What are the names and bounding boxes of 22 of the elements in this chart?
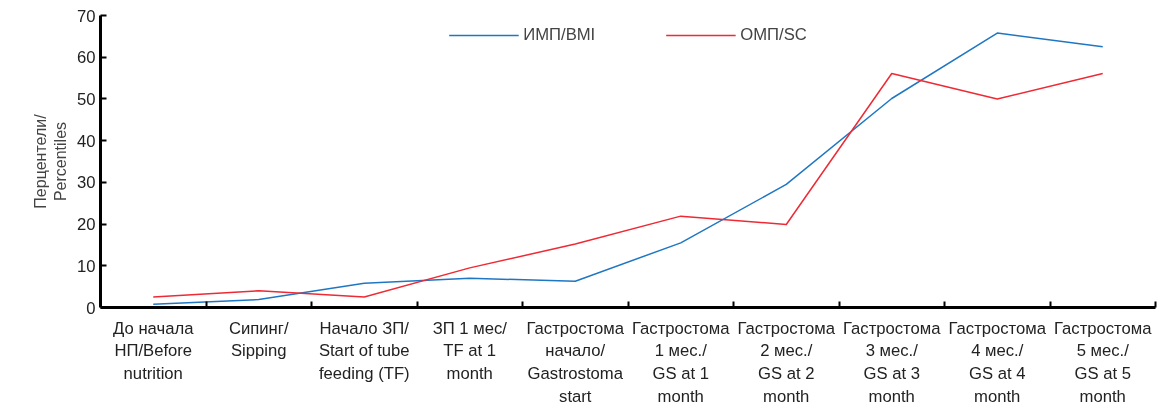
- y-axis-title: Перцентели/ Percentiles: [31, 113, 69, 209]
- y-tick-label: 50: [76, 89, 96, 109]
- y-tick-label: 70: [76, 6, 96, 26]
- x-tick-label: Гастростома 5 мес./ GS at 5 month: [1053, 318, 1153, 406]
- x-tick-label: Начало ЗП/ Start of tube feeding (TF): [318, 318, 410, 384]
- x-tick-label: Гастростома 2 мес./ GS at 2 month: [737, 318, 836, 406]
- y-tick-label: 40: [76, 131, 96, 151]
- x-tick-label: До начала НП/Before nutrition: [113, 318, 195, 384]
- y-tick-label: 0: [86, 298, 96, 318]
- y-tick-label: 60: [76, 48, 96, 68]
- y-tick-label: 30: [76, 173, 96, 193]
- y-tick-label: 10: [76, 256, 96, 276]
- line-series: [152, 72, 1104, 298]
- y-tick-label: 20: [76, 215, 96, 235]
- x-tick-label: Гастростома 1 мес./ GS at 1 month: [631, 318, 731, 406]
- legend-label: ИМП/BMI: [523, 25, 596, 45]
- x-tick-label: Гастростома 3 мес./ GS at 3 month: [842, 318, 942, 406]
- x-tick-label: ЗП 1 мес/ TF at 1 month: [432, 318, 508, 384]
- legend-label: ОМП/SC: [740, 25, 807, 45]
- x-tick-label: Гастростома начало/ Gastrostoma start: [526, 318, 625, 406]
- x-tick-label: Сипинг/ Sipping: [228, 318, 289, 361]
- x-tick-label: Гастростома 4 мес./ GS at 4 month: [948, 318, 1047, 406]
